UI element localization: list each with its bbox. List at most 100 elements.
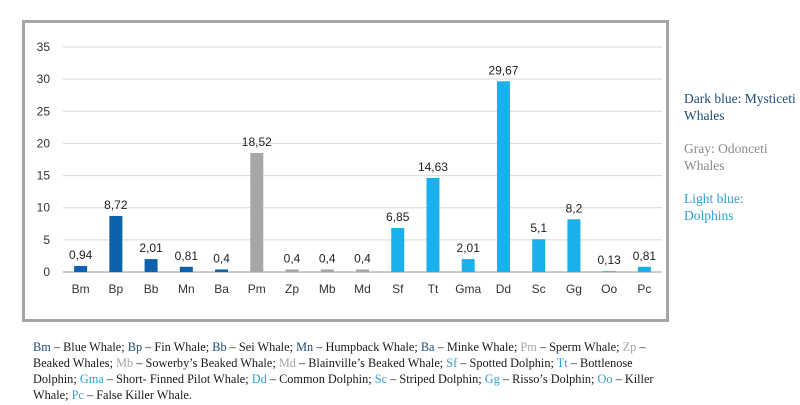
x-tick-label: Bb bbox=[144, 282, 159, 296]
x-tick-label: Pc bbox=[637, 282, 651, 296]
x-tick-label: Sf bbox=[392, 282, 404, 296]
bar-mb bbox=[320, 269, 334, 272]
footnote-name: Common Dolphin bbox=[279, 372, 369, 386]
bar-oo bbox=[602, 271, 616, 272]
footnote-name: Bottlenose Dolphin bbox=[33, 356, 633, 386]
bar-tt bbox=[426, 177, 440, 272]
x-tick-label: Bm bbox=[72, 282, 90, 296]
bar-pm bbox=[250, 152, 264, 272]
data-label: 0,4 bbox=[319, 251, 336, 265]
footnote-name: Killer Whale bbox=[33, 372, 654, 402]
footnote-code: Gma bbox=[79, 372, 104, 386]
data-label: 0,4 bbox=[213, 251, 230, 265]
footnote-code: Zp bbox=[622, 340, 637, 354]
footnote-name: False Killer Whale bbox=[96, 388, 189, 402]
y-tick-label: 10 bbox=[37, 201, 51, 215]
footnote-name: Sperm Whale bbox=[549, 340, 617, 354]
footnote-name: Minke Whale bbox=[446, 340, 514, 354]
data-label: 5,1 bbox=[530, 221, 547, 235]
footnote-name: Sei Whale bbox=[238, 340, 290, 354]
footnote-code: Dd bbox=[251, 372, 267, 386]
x-tick-label: Mn bbox=[178, 282, 195, 296]
bar-sc bbox=[532, 239, 546, 272]
x-tick-label: Oo bbox=[601, 282, 617, 296]
bar-gma bbox=[461, 259, 475, 272]
x-tick-label: Zp bbox=[285, 282, 299, 296]
footnote-code: Gg bbox=[484, 372, 500, 386]
footnote-name: Beaked Whales bbox=[33, 356, 110, 370]
bar-ba bbox=[215, 269, 229, 272]
data-label: 29,67 bbox=[488, 63, 518, 77]
data-label: 0,4 bbox=[354, 251, 371, 265]
footnote-code: Sc bbox=[374, 372, 388, 386]
footnote-code: Bm bbox=[33, 340, 51, 354]
bar-pc bbox=[637, 266, 651, 272]
footnote-code: Ba bbox=[420, 340, 435, 354]
x-tick-label: Dd bbox=[496, 282, 511, 296]
footnote-code: Md bbox=[278, 356, 296, 370]
legend-light-blue: Light blue: Dolphins bbox=[684, 191, 744, 223]
footnote-code: Pc bbox=[71, 388, 84, 402]
bar-chart: 0 5 10 15 20 25 30 35 0,94 Bm 8,72 Bp 2,01 Bb 0,81 Mn 0,… bbox=[37, 40, 662, 296]
bar-zp bbox=[285, 269, 299, 272]
y-tick-label: 25 bbox=[37, 104, 51, 118]
bar-bb bbox=[144, 259, 158, 272]
abbreviation-footnote: Bm – Blue Whale; Bp – Fin Whale; Bb – Se… bbox=[33, 340, 654, 402]
data-label: 0,81 bbox=[633, 249, 657, 263]
footnote-code: Mn bbox=[296, 340, 314, 354]
bar-bm bbox=[74, 265, 88, 272]
legend-dark-blue: Dark blue: Mysticeti Whales bbox=[684, 91, 796, 123]
footnote-code: Pm bbox=[520, 340, 537, 354]
y-tick-label: 35 bbox=[37, 40, 51, 54]
x-tick-label: Gma bbox=[455, 282, 481, 296]
data-label: 2,01 bbox=[139, 241, 163, 255]
footnote-name: Sowerby’s Beaked Whale bbox=[145, 356, 273, 370]
data-label: 8,72 bbox=[104, 198, 128, 212]
footnote-name: Blainville’s Beaked Whale bbox=[308, 356, 440, 370]
legend-gray: Gray: Odonceti Whales bbox=[684, 141, 768, 173]
data-label: 14,63 bbox=[418, 160, 448, 174]
y-tick-label: 15 bbox=[37, 169, 51, 183]
bar-sf bbox=[391, 227, 405, 272]
y-tick-label: 5 bbox=[43, 233, 50, 247]
x-tick-label: Mb bbox=[319, 282, 336, 296]
data-label: 6,85 bbox=[386, 210, 410, 224]
x-tick-label: Tt bbox=[428, 282, 439, 296]
data-label: 2,01 bbox=[457, 241, 481, 255]
bar-bp bbox=[109, 215, 123, 272]
y-tick-label: 30 bbox=[37, 72, 51, 86]
data-label: 8,2 bbox=[566, 201, 583, 215]
data-label: 0,4 bbox=[284, 251, 301, 265]
bar-dd bbox=[496, 81, 510, 272]
x-tick-label: Pm bbox=[248, 282, 266, 296]
x-tick-label: Gg bbox=[566, 282, 582, 296]
color-legend: Dark blue: Mysticeti Whales Gray: Odonce… bbox=[684, 90, 796, 240]
footnote-name: Short- Finned Pilot Whale bbox=[116, 372, 246, 386]
data-label: 18,52 bbox=[242, 135, 272, 149]
footnote-name: Risso’s Dolphin bbox=[512, 372, 592, 386]
x-tick-label: Ba bbox=[214, 282, 229, 296]
footnote-code: Sf bbox=[446, 356, 458, 370]
data-label: 0,81 bbox=[175, 249, 199, 263]
y-tick-label: 20 bbox=[37, 136, 51, 150]
bar-md bbox=[356, 269, 369, 272]
chart-frame: 0 5 10 15 20 25 30 35 0,94 Bm 8,72 Bp 2,01 Bb 0,81 Mn 0,… bbox=[22, 20, 669, 322]
footnote-code: Mb bbox=[116, 356, 134, 370]
footnote-name: Blue Whale bbox=[63, 340, 122, 354]
x-tick-label: Md bbox=[354, 282, 371, 296]
footnote-name: Humpback Whale bbox=[325, 340, 415, 354]
x-tick-label: Sc bbox=[532, 282, 546, 296]
footnote-name: Fin Whale bbox=[154, 340, 206, 354]
data-label: 0,94 bbox=[69, 248, 93, 262]
footnote-code: Bb bbox=[212, 340, 227, 354]
x-tick-label: Bp bbox=[109, 282, 124, 296]
footnote-code: Bp bbox=[127, 340, 143, 354]
footnote-name: Spotted Dolphin bbox=[469, 356, 551, 370]
footnote-code: Oo bbox=[597, 372, 613, 386]
bar-gg bbox=[567, 219, 581, 272]
bar-mn bbox=[179, 266, 193, 272]
footnote-name: Striped Dolphin bbox=[399, 372, 479, 386]
footnote-code: Tt bbox=[556, 356, 568, 370]
y-tick-label: 0 bbox=[43, 265, 50, 279]
data-label: 0,13 bbox=[597, 253, 621, 267]
